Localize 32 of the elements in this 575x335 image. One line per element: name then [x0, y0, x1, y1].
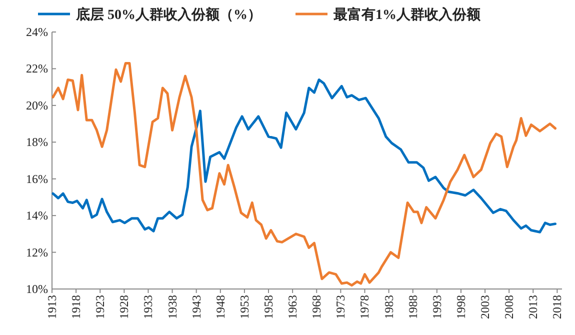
x-tick-label: 2018 [550, 295, 564, 319]
x-tick-label: 1933 [141, 295, 156, 319]
x-tick-label: 2013 [526, 295, 540, 319]
x-tick-label: 1993 [430, 295, 444, 319]
y-tick-label: 16% [26, 172, 48, 186]
x-tick-label: 1988 [406, 295, 420, 319]
x-tick-label: 1943 [189, 295, 204, 319]
y-tick-label: 18% [26, 135, 48, 150]
x-tick-label: 1983 [382, 295, 396, 319]
x-tick-label: 1968 [310, 295, 324, 319]
legend-label: 最富有1%人群收入份额 [332, 6, 482, 23]
y-tick-label: 12% [26, 245, 48, 260]
x-tick-label: 1918 [69, 295, 84, 319]
x-tick-label: 1948 [213, 295, 228, 319]
x-tick-label: 1938 [165, 295, 180, 319]
y-tick-label: 10% [26, 282, 48, 296]
x-tick-label: 1963 [286, 295, 300, 319]
y-tick-label: 22% [26, 62, 48, 76]
x-tick-label: 2008 [502, 295, 516, 319]
x-tick-label: 1958 [262, 295, 276, 319]
x-tick-label: 2003 [478, 295, 492, 319]
y-tick-label: 24% [26, 25, 48, 39]
x-tick-label: 1913 [45, 295, 59, 319]
x-tick-label: 1928 [117, 295, 132, 319]
x-tick-label: 1978 [358, 295, 372, 319]
x-tick-label: 1923 [93, 295, 108, 319]
x-tick-label: 1973 [334, 295, 348, 319]
y-tick-label: 20% [26, 98, 48, 112]
x-tick-label: 1953 [237, 295, 252, 319]
legend-label: 底层 50%人群收入份额（%） [75, 6, 262, 23]
x-tick-label: 1998 [454, 295, 468, 319]
y-tick-label: 14% [26, 208, 48, 223]
